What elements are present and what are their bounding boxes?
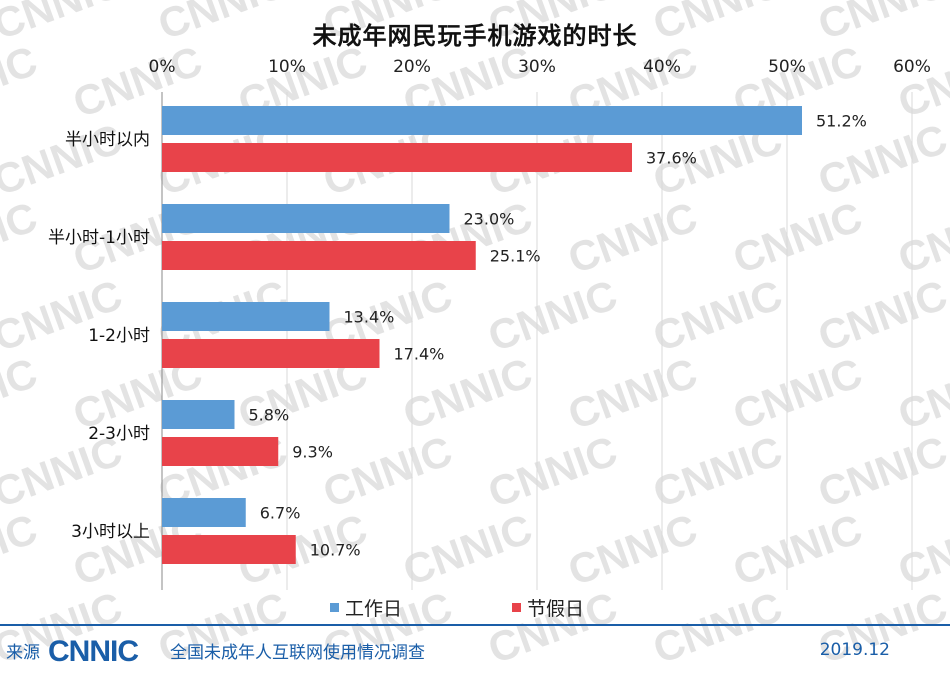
cnnic-logo: CNNIC — [48, 635, 139, 665]
bar-holiday — [162, 143, 632, 172]
x-tick-label: 10% — [268, 57, 306, 77]
legend-swatch-weekday — [330, 603, 339, 612]
bar-holiday — [162, 535, 296, 564]
bar-value-label: 13.4% — [344, 308, 395, 327]
x-tick-label: 20% — [393, 57, 431, 77]
bar-value-label: 6.7% — [260, 504, 301, 523]
x-tick-label: 50% — [768, 57, 806, 77]
bar-value-label: 25.1% — [490, 247, 541, 266]
category-label: 2-3小时 — [88, 424, 150, 444]
source-description: 全国未成年人互联网使用情况调查 — [170, 642, 425, 663]
bar-value-label: 17.4% — [394, 345, 445, 364]
footer-divider — [0, 624, 950, 626]
bar-weekday — [162, 204, 450, 233]
x-tick-label: 60% — [893, 57, 931, 77]
legend-label-weekday: 工作日 — [345, 598, 403, 620]
bar-weekday — [162, 302, 330, 331]
logo-text: CNNIC — [48, 635, 138, 665]
bar-chart: 0% 10% 20% 30% 40% 50% 60% 51.2% 37.6% 23.0% 25.1… — [48, 57, 931, 590]
category-label: 半小时以内 — [65, 130, 150, 150]
footer: 来源 CNNIC 全国未成年人互联网使用情况调查 2019.12 — [0, 626, 950, 674]
bar-value-label: 51.2% — [816, 112, 867, 131]
legend-item-holiday: 节假日 — [512, 594, 584, 621]
bar-holiday — [162, 339, 380, 368]
bar-holiday — [162, 241, 476, 270]
bar-value-label: 10.7% — [310, 541, 361, 560]
bars: 51.2% 37.6% 23.0% 25.1% 13.4% 17.4% 5.8%9.3% 6.… — [162, 106, 867, 564]
bar-value-label: 37.6% — [646, 149, 697, 168]
bar-holiday — [162, 437, 279, 466]
category-label: 3小时以上 — [71, 522, 150, 542]
bar-value-label: 23.0% — [464, 210, 515, 229]
x-axis-ticks: 0% 10% 20% 30% 40% 50% 60% — [149, 57, 931, 77]
legend-item-weekday: 工作日 — [330, 594, 402, 621]
legend-label-holiday: 节假日 — [527, 598, 585, 620]
bar-weekday — [162, 400, 235, 429]
bar-weekday — [162, 106, 802, 135]
legend-swatch-holiday — [512, 603, 522, 612]
category-label: 半小时-1小时 — [48, 228, 150, 248]
x-tick-label: 40% — [643, 57, 681, 77]
bar-weekday — [162, 498, 246, 527]
legend: 工作日 节假日 — [330, 594, 584, 621]
source-label: 来源 — [6, 642, 40, 663]
bar-value-label: 5.8% — [249, 406, 290, 425]
source-date: 2019.12 — [819, 640, 890, 660]
chart-title: 未成年网民玩手机游戏的时长 — [312, 22, 638, 50]
category-label: 1-2小时 — [88, 326, 150, 346]
bar-value-label: 9.3% — [292, 443, 333, 462]
x-tick-label: 0% — [149, 57, 176, 77]
x-tick-label: 30% — [518, 57, 556, 77]
